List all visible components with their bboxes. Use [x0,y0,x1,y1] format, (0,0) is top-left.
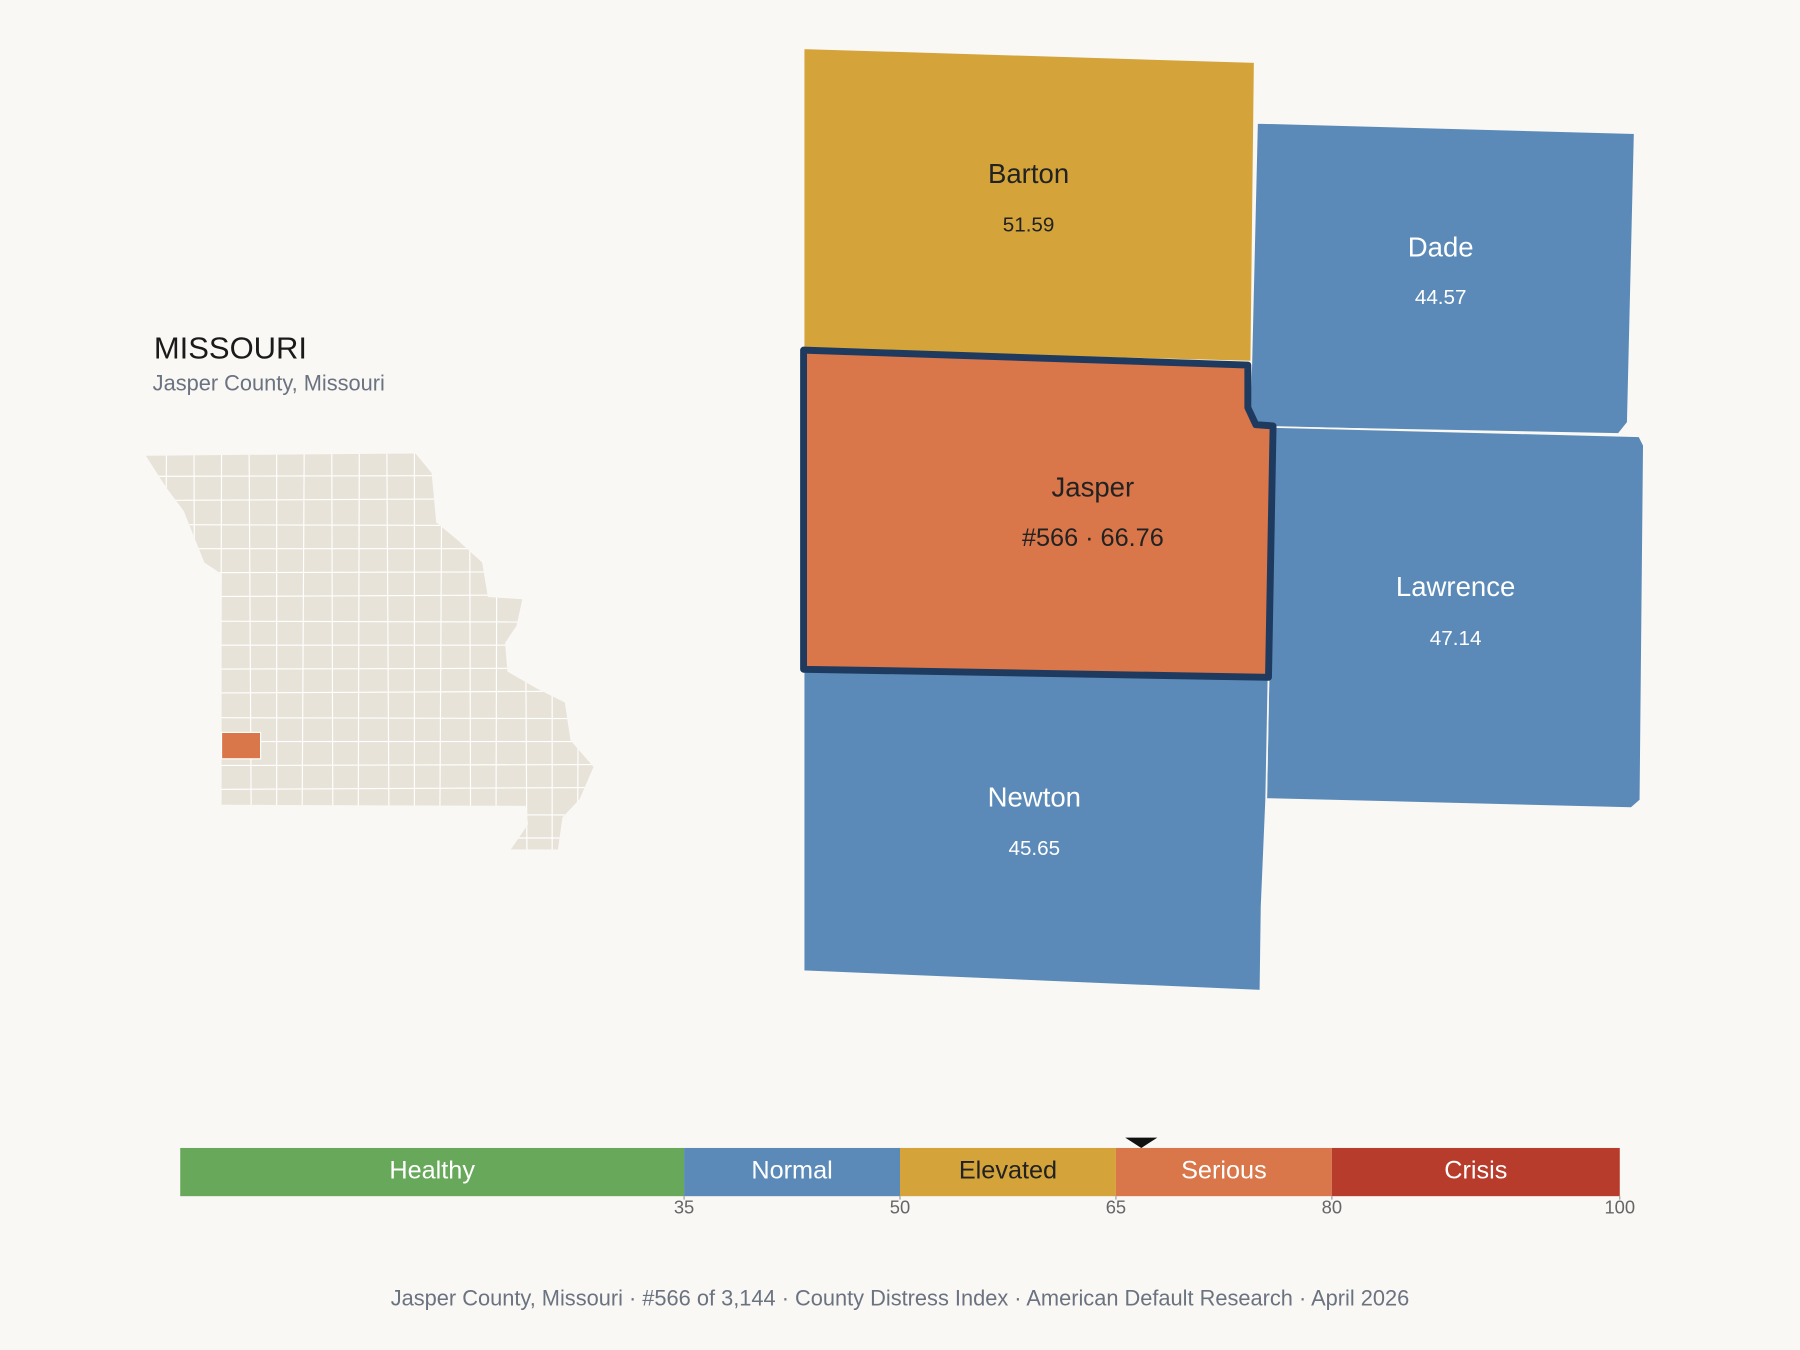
county-map: Barton 51.59 Dade 44.57 Lawrence 47.14 Newton 4… [800,47,1645,992]
county-shape [802,670,1270,992]
county-value: 45.65 [1008,837,1060,860]
county-border [163,453,168,850]
county-border [145,571,594,574]
county-name: Dade [1408,231,1474,262]
county-shape [800,346,1277,681]
tick-label: 50 [890,1197,910,1218]
county-value: 47.14 [1430,627,1482,650]
tick-label: 80 [1322,1197,1342,1218]
state-subtitle: Jasper County, Missouri [153,370,385,395]
county-value: 44.57 [1415,286,1467,309]
band-label: Crisis [1444,1157,1507,1185]
county-name: Newton [988,781,1081,812]
state-title: MISSOURI [154,330,307,365]
tick-label: 65 [1106,1197,1126,1218]
county-name: Lawrence [1396,571,1515,602]
tick-label: 100 [1604,1197,1635,1218]
footer: Jasper County, Missouri · #566 of 3,144 … [391,1285,1409,1310]
band-label: Normal [751,1157,832,1185]
county-value: 51.59 [1003,214,1055,237]
scale-band [180,1147,685,1197]
county-border [145,620,594,623]
county-shape [1265,426,1645,810]
scale-band [900,1147,1116,1197]
distress-scale: Healthy Normal Elevated Serious Crisis 35 50 65… [180,1137,1635,1218]
county-value: #566 · 66.76 [1022,524,1164,552]
county-border [386,453,390,850]
band-label: Healthy [389,1157,475,1185]
highlighted-county [220,731,262,760]
county-border [301,453,305,850]
state-minimap [145,453,594,850]
tick-label: 35 [674,1197,694,1218]
county-name: Barton [988,158,1069,189]
county-shape [802,47,1256,363]
county-border [331,453,334,850]
scale-band [1115,1147,1332,1197]
county-border [145,667,594,670]
band-label: Serious [1181,1157,1267,1185]
county-border [357,453,360,850]
scale-band [1331,1147,1620,1197]
county-border [248,453,252,850]
county-shape [1248,121,1636,435]
county-name: Jasper [1052,471,1135,502]
scale-band [684,1147,900,1197]
scale-marker [1125,1137,1158,1148]
band-label: Elevated [959,1157,1057,1185]
